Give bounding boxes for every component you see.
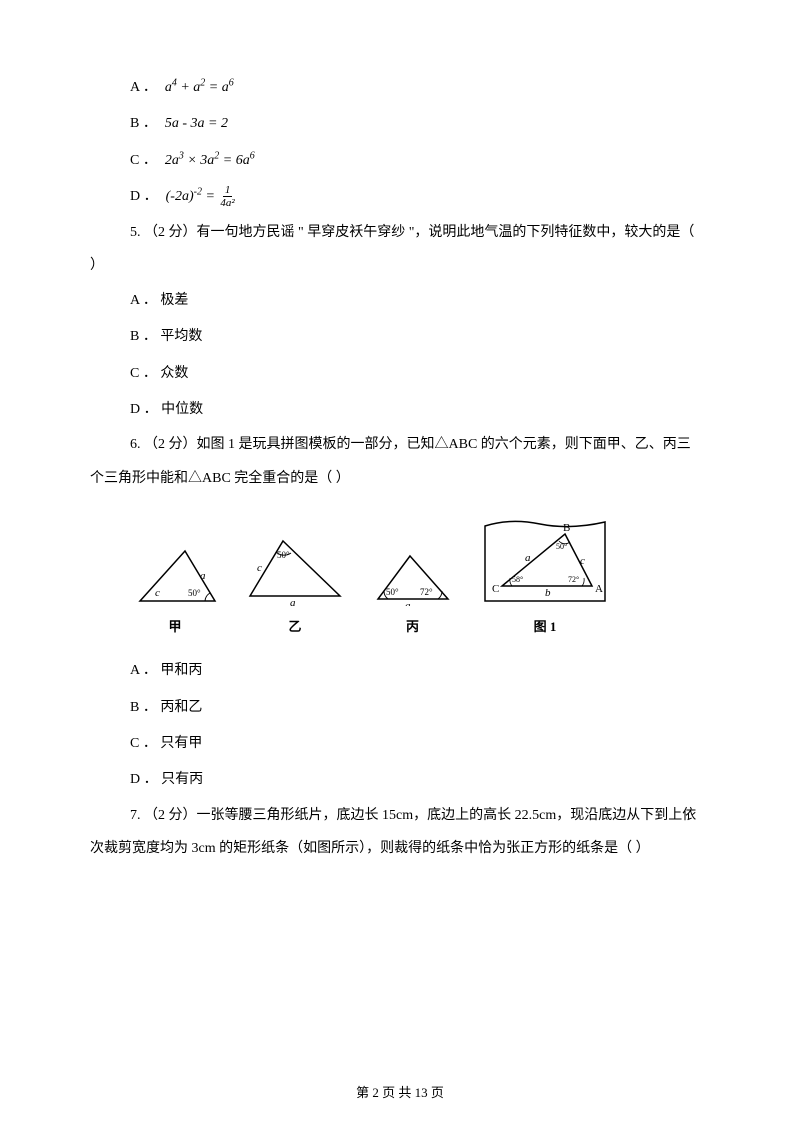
option-label: A ．: [130, 70, 157, 106]
triangle-label: 图 1: [534, 610, 557, 644]
fraction: 1 4a²: [218, 184, 236, 209]
option-c-q4: C ． 2a3 × 3a2 = 6a6: [90, 143, 710, 179]
vertex-a: A: [595, 583, 603, 595]
option-c-q6: C ． 只有甲: [90, 726, 710, 762]
option-b-q5: B ． 平均数: [90, 319, 710, 355]
triangle-label: 甲: [168, 610, 181, 644]
fraction-numerator: 1: [223, 184, 233, 197]
question-6: 6. （2 分）如图 1 是玩具拼图模板的一部分，已知△ABC 的六个元素，则下…: [90, 428, 710, 495]
formula-c: 2a3 × 3a2 = 6a6: [165, 143, 255, 179]
question-5: 5. （2 分）有一句地方民谣 " 早穿皮袄午穿纱 "，说明此地气温的下列特征数…: [90, 216, 710, 283]
side-c: c: [257, 562, 262, 574]
triangle-jia: a c 50° 甲: [130, 546, 220, 644]
angle-50: 50°: [188, 588, 201, 598]
angle-58: 58°: [512, 575, 523, 584]
question-7: 7. （2 分）一张等腰三角形纸片，底边长 15cm，底边上的高长 22.5cm…: [90, 799, 710, 866]
option-b-q6: B ． 丙和乙: [90, 690, 710, 726]
triangle-svg-tu1: B A C a c b 58° 72° 50°: [480, 516, 610, 606]
option-d-q4: D ． (-2a)-2 = 1 4a²: [90, 179, 710, 215]
triangle-tu1: B A C a c b 58° 72° 50° 图 1: [480, 516, 610, 644]
triangle-svg-bing: a 50° 72°: [370, 551, 455, 606]
angle-72: 72°: [568, 575, 579, 584]
option-label: B ．: [130, 106, 157, 142]
triangle-svg-yi: c a 50°: [245, 536, 345, 606]
option-label: D ．: [130, 179, 158, 215]
side-a: a: [200, 570, 206, 582]
document-page: A ． a4 + a2 = a6 B ． 5a - 3a = 2 C ． 2a3…: [0, 0, 800, 1132]
side-a: a: [405, 600, 411, 606]
option-a-q4: A ． a4 + a2 = a6: [90, 70, 710, 106]
option-d-q6: D ． 只有丙: [90, 762, 710, 798]
vertex-c: C: [492, 583, 499, 595]
option-c-q5: C ． 众数: [90, 356, 710, 392]
page-number: 第 2 页 共 13 页: [0, 1076, 800, 1110]
triangle-bing: a 50° 72° 丙: [370, 551, 455, 644]
side-a: a: [525, 552, 531, 564]
angle-50: 50°: [386, 587, 399, 597]
angle-72: 72°: [420, 587, 433, 597]
option-label: C ．: [130, 143, 157, 179]
option-b-q4: B ． 5a - 3a = 2: [90, 106, 710, 142]
formula-a: a4 + a2 = a6: [165, 70, 234, 106]
option-d-q5: D ． 中位数: [90, 392, 710, 428]
triangle-label: 丙: [406, 610, 419, 644]
option-a-q6: A ． 甲和丙: [90, 653, 710, 689]
option-a-q5: A ． 极差: [90, 283, 710, 319]
side-a: a: [290, 597, 296, 606]
vertex-b: B: [563, 522, 570, 534]
formula-exp: -2: [194, 187, 202, 198]
formula-b: 5a - 3a = 2: [165, 106, 228, 142]
triangle-label: 乙: [288, 610, 301, 644]
formula-prefix: (-2a): [166, 189, 194, 204]
triangle-yi: c a 50° 乙: [245, 536, 345, 644]
figure-q6: a c 50° 甲 c a 50° 乙 a 50° 72°: [90, 496, 710, 654]
side-b: b: [545, 587, 551, 599]
fraction-denominator: 4a²: [218, 197, 236, 209]
triangle-svg-jia: a c 50°: [130, 546, 220, 606]
side-c: c: [155, 587, 160, 599]
formula-eq: =: [202, 189, 218, 204]
side-c: c: [580, 555, 585, 567]
formula-d: (-2a)-2 = 1 4a²: [166, 179, 237, 215]
